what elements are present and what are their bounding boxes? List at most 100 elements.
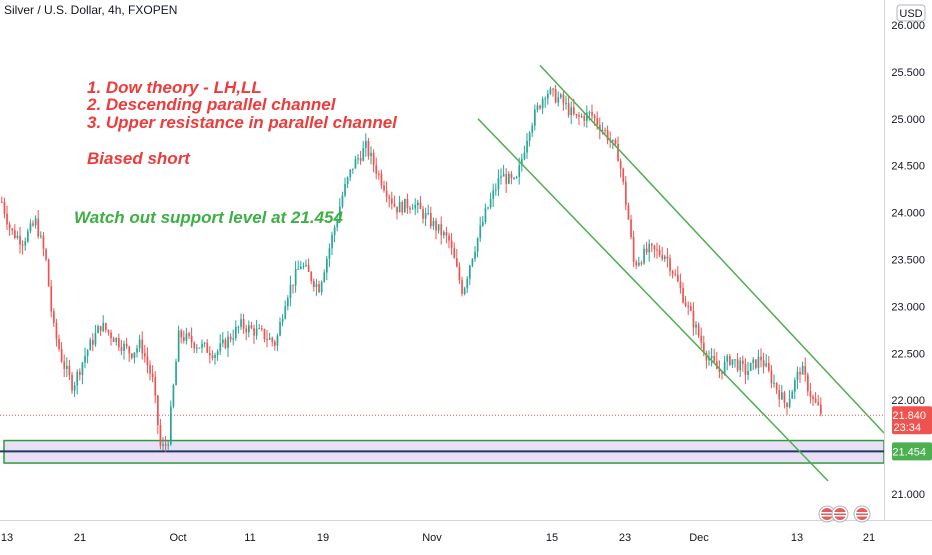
support-level-value: 21.454 xyxy=(892,446,926,458)
candle-up xyxy=(237,326,240,328)
candle-up xyxy=(248,325,250,333)
candle-down xyxy=(614,139,617,144)
candle-down xyxy=(440,224,443,236)
economic-event-icon[interactable] xyxy=(853,505,871,523)
candle-down xyxy=(318,284,320,293)
candle-down xyxy=(159,425,162,446)
candle-up xyxy=(528,132,531,141)
candle-up xyxy=(531,125,534,133)
last-price-badge xyxy=(892,406,932,435)
candle-down xyxy=(445,232,448,236)
candle-down xyxy=(705,353,708,361)
candle-down xyxy=(14,230,16,238)
economic-event-icon[interactable] xyxy=(831,505,849,523)
candle-down xyxy=(375,164,378,174)
candle-down xyxy=(190,335,193,343)
candle-up xyxy=(136,348,138,353)
candle-up xyxy=(336,219,339,228)
candle-up xyxy=(437,224,440,231)
candle-down xyxy=(271,337,274,342)
candle-up xyxy=(94,333,97,345)
candle-up xyxy=(773,382,775,384)
candle-down xyxy=(666,256,669,259)
channel-lower-line[interactable] xyxy=(477,118,829,482)
economic-event-icon[interactable] xyxy=(818,505,836,523)
channel-upper-line[interactable] xyxy=(539,64,885,434)
candle-up xyxy=(791,391,794,399)
candle-up xyxy=(320,281,323,293)
candle-up xyxy=(801,365,804,375)
candle-up xyxy=(97,326,99,334)
candle-up xyxy=(300,266,302,269)
candle-down xyxy=(721,371,723,374)
candle-down xyxy=(783,392,786,403)
candle-down xyxy=(224,339,227,348)
candle-down xyxy=(435,220,437,231)
countdown-timer: 23:34 xyxy=(893,422,921,434)
candle-down xyxy=(630,219,632,238)
candle-down xyxy=(578,115,580,117)
candle-up xyxy=(781,392,783,400)
candle-down xyxy=(406,198,409,209)
candle-up xyxy=(664,256,666,260)
candle-down xyxy=(661,255,664,260)
y-tick-label: 26.000 xyxy=(891,20,925,32)
candle-up xyxy=(482,221,484,226)
candle-up xyxy=(167,444,170,446)
candle-down xyxy=(313,281,315,287)
candle-up xyxy=(326,258,328,273)
price-axis[interactable] xyxy=(884,0,932,550)
candle-up xyxy=(521,158,523,166)
candle-up xyxy=(333,227,336,235)
candle-down xyxy=(700,335,703,343)
event-icon-flag xyxy=(856,508,868,520)
candle-up xyxy=(346,177,349,184)
candle-down xyxy=(68,365,71,375)
candle-up xyxy=(331,234,333,249)
candle-down xyxy=(253,328,255,336)
candle-down xyxy=(573,107,575,114)
candle-down xyxy=(274,341,276,346)
y-tick-label: 23.000 xyxy=(891,301,925,313)
candle-up xyxy=(276,335,279,346)
candle-up xyxy=(162,444,164,446)
event-icon-stripe xyxy=(821,515,833,517)
candle-up xyxy=(515,177,518,179)
currency-label: USD xyxy=(899,8,922,20)
candle-up xyxy=(788,398,791,408)
candle-down xyxy=(679,281,682,289)
candle-up xyxy=(232,338,235,340)
candle-down xyxy=(505,174,508,184)
candle-down xyxy=(562,94,565,104)
candle-down xyxy=(690,306,692,311)
candle-down xyxy=(180,330,183,338)
candle-down xyxy=(768,363,770,371)
candle-up xyxy=(547,93,549,99)
candle-down xyxy=(211,355,214,358)
candle-down xyxy=(778,390,781,400)
candle-down xyxy=(383,185,385,191)
candle-down xyxy=(606,130,609,141)
currency-badge[interactable] xyxy=(896,4,926,22)
candle-down xyxy=(804,365,807,375)
candle-up xyxy=(513,177,515,179)
candle-up xyxy=(203,342,206,344)
candle-down xyxy=(684,302,687,306)
candle-down xyxy=(718,369,721,372)
y-tick-label: 23.500 xyxy=(891,255,925,267)
candle-up xyxy=(76,371,79,386)
y-tick-label: 25.000 xyxy=(891,114,925,126)
candle-up xyxy=(411,208,414,210)
candle-down xyxy=(378,173,380,175)
candle-up xyxy=(489,198,492,208)
candle-down xyxy=(188,333,190,336)
candle-up xyxy=(349,169,352,178)
strategy-note-1: 1. Dow theory - LH,LL xyxy=(87,78,262,97)
candle-down xyxy=(146,356,149,366)
candle-up xyxy=(541,99,544,109)
candle-up xyxy=(370,152,372,157)
candle-up xyxy=(479,225,482,239)
candle-down xyxy=(149,365,151,374)
y-tick-label: 22.000 xyxy=(891,395,925,407)
